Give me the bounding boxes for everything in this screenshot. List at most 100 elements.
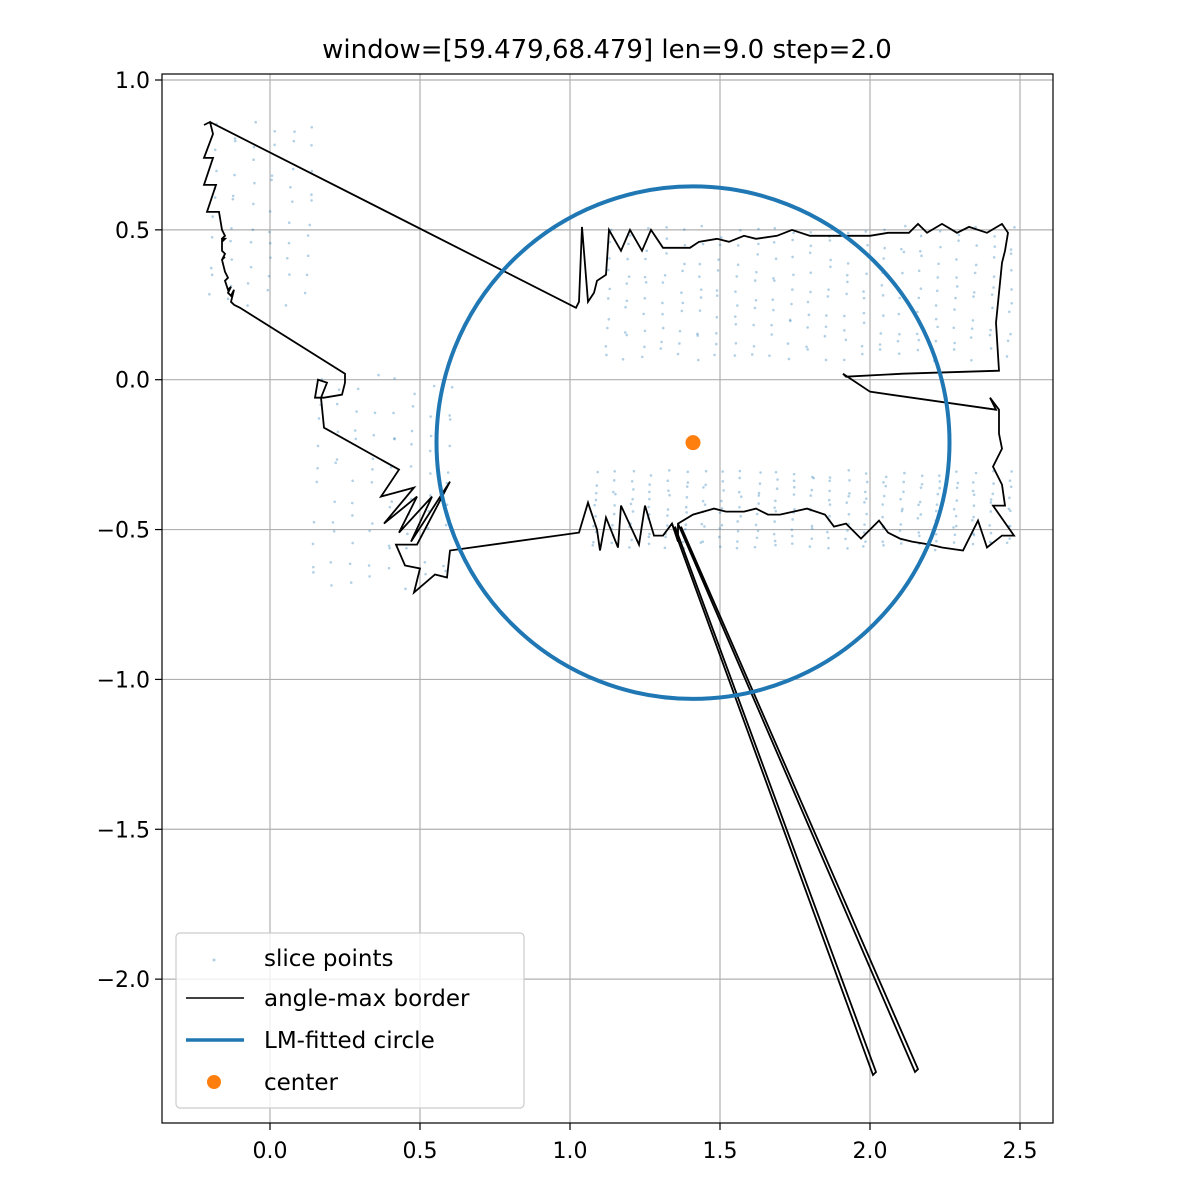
slice-point bbox=[806, 348, 809, 351]
slice-point bbox=[774, 543, 777, 547]
slice-point bbox=[210, 273, 214, 277]
y-axis: 1.0 0.5 0.0 −0.5 −1.0 −1.5 −2.0 bbox=[97, 69, 162, 993]
slice-point bbox=[827, 546, 830, 550]
slice-point bbox=[809, 271, 813, 275]
slice-point bbox=[311, 542, 315, 546]
slice-point bbox=[768, 354, 771, 357]
slice-point bbox=[371, 522, 374, 525]
slice-point bbox=[755, 270, 758, 274]
slice-point bbox=[268, 230, 271, 234]
slice-point bbox=[936, 492, 940, 496]
slice-point bbox=[952, 507, 956, 511]
slice-point bbox=[902, 480, 906, 484]
slice-point bbox=[390, 500, 394, 503]
slice-point bbox=[409, 465, 413, 468]
legend-item-circle: LM-fitted circle bbox=[186, 1028, 435, 1054]
slice-point bbox=[702, 486, 705, 489]
slice-point bbox=[937, 474, 941, 477]
slice-point bbox=[210, 235, 214, 239]
slice-point bbox=[704, 469, 708, 473]
slice-point bbox=[1013, 226, 1016, 229]
slice-point bbox=[935, 503, 939, 506]
slice-point bbox=[952, 526, 955, 529]
slice-point bbox=[388, 546, 391, 550]
slice-point bbox=[955, 276, 958, 279]
slice-point bbox=[805, 345, 808, 349]
slice-point bbox=[846, 231, 850, 235]
slice-point bbox=[717, 258, 720, 261]
slice-point bbox=[848, 492, 851, 495]
slice-point bbox=[270, 178, 273, 182]
slice-point bbox=[715, 315, 719, 319]
slice-point bbox=[899, 542, 903, 545]
slice-point bbox=[448, 444, 452, 448]
slice-point bbox=[864, 540, 867, 543]
slice-point bbox=[828, 479, 832, 483]
slice-point bbox=[720, 507, 724, 510]
slice-point bbox=[310, 193, 313, 197]
slice-point bbox=[847, 469, 851, 472]
slice-point bbox=[696, 334, 700, 337]
slice-point bbox=[697, 358, 700, 362]
slice-point bbox=[354, 437, 358, 441]
slice-point bbox=[844, 537, 847, 541]
slice-point bbox=[393, 437, 396, 440]
slice-point bbox=[1006, 339, 1010, 343]
slice-point bbox=[878, 343, 882, 346]
slice-point bbox=[774, 499, 777, 503]
slice-point bbox=[970, 359, 973, 362]
slice-point bbox=[823, 334, 827, 338]
slice-point bbox=[645, 249, 649, 253]
slice-point bbox=[789, 319, 792, 323]
slice-point bbox=[444, 569, 447, 573]
slice-point bbox=[971, 319, 975, 322]
slice-point bbox=[934, 339, 938, 343]
slice-point bbox=[231, 194, 235, 198]
slice-point bbox=[775, 487, 779, 491]
legend-item-border: angle-max border bbox=[186, 986, 470, 1012]
slice-point bbox=[937, 262, 940, 266]
slice-point bbox=[410, 429, 414, 433]
slice-point bbox=[902, 490, 905, 494]
slice-point bbox=[860, 344, 864, 348]
slice-point bbox=[678, 342, 681, 345]
center-point bbox=[685, 435, 701, 451]
slice-point bbox=[862, 531, 866, 534]
slice-point bbox=[661, 301, 664, 305]
slice-point bbox=[661, 312, 664, 316]
slice-point bbox=[625, 333, 629, 337]
slice-point bbox=[356, 387, 360, 391]
slice-point bbox=[973, 271, 977, 275]
y-tick-label: −1.5 bbox=[97, 818, 150, 843]
slice-point bbox=[1008, 537, 1011, 540]
slice-point bbox=[413, 392, 416, 396]
slice-point bbox=[1007, 310, 1011, 314]
slice-point bbox=[720, 523, 724, 527]
slice-point bbox=[898, 296, 902, 300]
slice-point bbox=[808, 251, 812, 255]
slice-point bbox=[972, 533, 976, 537]
slice-point bbox=[632, 469, 636, 473]
slice-point bbox=[649, 474, 653, 477]
slice-point bbox=[1008, 524, 1012, 528]
y-tick-label: −1.0 bbox=[97, 668, 150, 693]
slice-point bbox=[792, 479, 796, 483]
slice-point bbox=[883, 246, 887, 250]
slice-point bbox=[1009, 248, 1013, 251]
slice-point bbox=[772, 241, 776, 244]
slice-point bbox=[773, 539, 777, 543]
slice-point bbox=[353, 429, 357, 432]
slice-point bbox=[812, 476, 815, 480]
slice-point bbox=[845, 273, 849, 277]
slice-point bbox=[627, 242, 630, 246]
slice-point bbox=[448, 414, 451, 417]
slice-point bbox=[268, 210, 272, 213]
slice-point bbox=[773, 279, 776, 282]
slice-point bbox=[329, 561, 333, 564]
slice-point bbox=[955, 499, 959, 502]
slice-point bbox=[829, 265, 832, 269]
slice-point bbox=[663, 273, 667, 277]
slice-point bbox=[756, 529, 760, 533]
slice-point bbox=[806, 300, 810, 304]
slice-point bbox=[846, 547, 849, 550]
